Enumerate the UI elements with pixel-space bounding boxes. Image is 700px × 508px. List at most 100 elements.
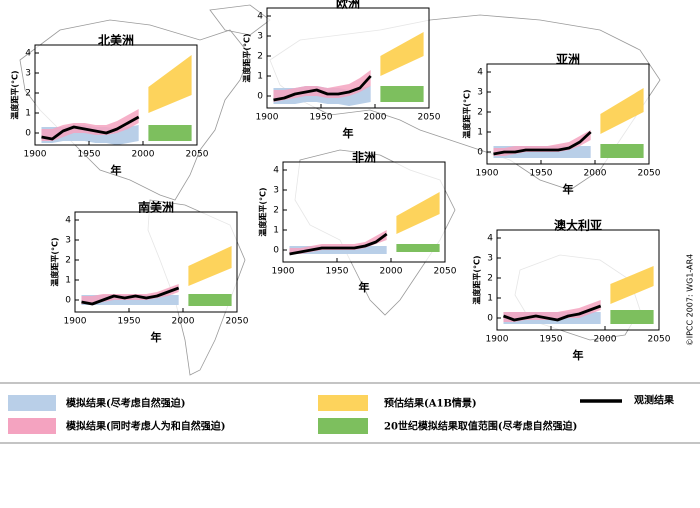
- plot-frame: [74, 211, 238, 313]
- legend-label: 模拟结果(尽考虑自然强迫): [66, 397, 185, 410]
- projection-band: [148, 55, 192, 113]
- x-tick-label: 2050: [638, 169, 661, 179]
- x-axis-label: 年: [573, 348, 584, 362]
- y-axis-label: 温度距平(°C): [242, 33, 252, 82]
- y-tick-label: 0: [257, 92, 263, 102]
- x-tick-label: 2050: [226, 317, 249, 327]
- y-axis-label: 温度距平(°C): [472, 255, 482, 304]
- x-tick-label: 1950: [118, 317, 141, 327]
- x-tick-label: 2000: [364, 113, 387, 123]
- x-tick-label: 1950: [540, 335, 563, 345]
- observed-line: [41, 115, 140, 141]
- x-tick-label: 1950: [530, 169, 553, 179]
- observed-line: [493, 130, 592, 156]
- chart-title: 亚洲: [556, 53, 580, 67]
- y-tick-label: 0: [65, 296, 71, 306]
- x-axis-label: 年: [359, 280, 370, 294]
- y-tick-label: 4: [257, 12, 263, 22]
- x-axis-label: 年: [151, 330, 162, 344]
- y-tick-label: 0: [273, 246, 279, 256]
- plot-frame: [34, 44, 198, 146]
- y-tick-label: 2: [257, 52, 263, 62]
- x-tick-label: 1900: [486, 335, 509, 345]
- y-tick-label: 3: [477, 88, 483, 98]
- y-tick-label: 4: [65, 216, 71, 226]
- x-tick-label: 1900: [476, 169, 499, 179]
- x-tick-label: 1950: [78, 150, 101, 160]
- legend-swatch: [8, 395, 56, 411]
- y-tick-label: 4: [477, 68, 483, 78]
- legend-swatch: [318, 418, 368, 434]
- plot-frame: [496, 229, 660, 331]
- region-chart: 1900 1950 2000 2050 0 1 2 3 4 非洲年 温度距平(°C): [258, 150, 457, 295]
- observed-line: [273, 75, 372, 102]
- chart-title: 澳大利亚: [554, 218, 602, 233]
- natural-range-band: [600, 144, 644, 158]
- legend-label: 观测结果: [634, 394, 675, 407]
- projection-band: [610, 266, 654, 304]
- x-tick-label: 2000: [172, 317, 195, 327]
- plot-frame: [266, 7, 430, 109]
- chart-title: 南美洲: [138, 200, 174, 215]
- x-tick-label: 2050: [434, 267, 457, 277]
- natural-range-band: [188, 294, 232, 306]
- x-tick-label: 2000: [584, 169, 607, 179]
- y-tick-label: 1: [65, 276, 71, 286]
- legend-label: 预估结果(A1B情景): [384, 397, 477, 410]
- x-tick-label: 1900: [24, 150, 47, 160]
- observed-line: [502, 304, 602, 322]
- y-tick-label: 2: [487, 274, 493, 284]
- x-tick-label: 2050: [186, 150, 209, 160]
- region-chart: 1900 1950 2000 2050 0 1 2 3 4 欧洲年 温度距平(°C): [242, 0, 441, 140]
- y-tick-label: 1: [477, 128, 483, 138]
- y-tick-label: 2: [65, 256, 71, 266]
- x-tick-label: 1900: [64, 317, 87, 327]
- projection-band: [600, 88, 644, 134]
- x-tick-label: 2000: [594, 335, 617, 345]
- y-tick-label: 4: [487, 234, 493, 244]
- legend-label: 20世纪模拟结果取值范围(尽考虑自然强迫): [384, 420, 577, 433]
- y-tick-label: 1: [257, 72, 263, 82]
- y-tick-label: 1: [273, 226, 279, 236]
- natural-range-band: [396, 244, 440, 252]
- y-tick-label: 2: [25, 89, 31, 99]
- x-tick-label: 2050: [648, 335, 671, 345]
- plot-frame: [282, 161, 446, 263]
- x-tick-label: 2050: [418, 113, 441, 123]
- y-tick-label: 0: [25, 129, 31, 139]
- y-tick-label: 3: [487, 254, 493, 264]
- plot-frame: [486, 63, 650, 165]
- legend-label: 模拟结果(同时考虑人为和自然强迫): [66, 420, 225, 433]
- x-axis-label: 年: [111, 163, 122, 177]
- chart-title: 欧洲: [336, 0, 360, 11]
- y-tick-label: 3: [25, 69, 31, 79]
- x-tick-label: 2000: [132, 150, 155, 160]
- natural-range-band: [148, 125, 192, 141]
- copyright: ©IPCC 2007: WG1-AR4: [686, 254, 695, 347]
- y-tick-label: 0: [487, 314, 493, 324]
- x-tick-label: 1950: [310, 113, 333, 123]
- all-forcing-band: [41, 109, 139, 141]
- y-tick-label: 3: [65, 236, 71, 246]
- y-tick-label: 2: [477, 108, 483, 118]
- y-tick-label: 3: [257, 32, 263, 42]
- observed-line: [289, 232, 388, 256]
- all-forcing-band: [289, 230, 387, 254]
- observed-line: [81, 286, 180, 306]
- y-axis-label: 温度距平(°C): [258, 187, 268, 236]
- y-tick-label: 3: [273, 186, 279, 196]
- region-chart: 1900 1950 2000 2050 0 1 2 3 4 亚洲年 温度距平(°C): [462, 53, 661, 197]
- y-tick-label: 0: [477, 148, 483, 158]
- x-tick-label: 1900: [272, 267, 295, 277]
- x-axis-label: 年: [563, 182, 574, 196]
- legend-swatch: [8, 418, 56, 434]
- y-tick-label: 4: [25, 49, 31, 59]
- natural-range-band: [380, 86, 424, 102]
- x-axis-label: 年: [343, 126, 354, 140]
- x-tick-label: 2000: [380, 267, 403, 277]
